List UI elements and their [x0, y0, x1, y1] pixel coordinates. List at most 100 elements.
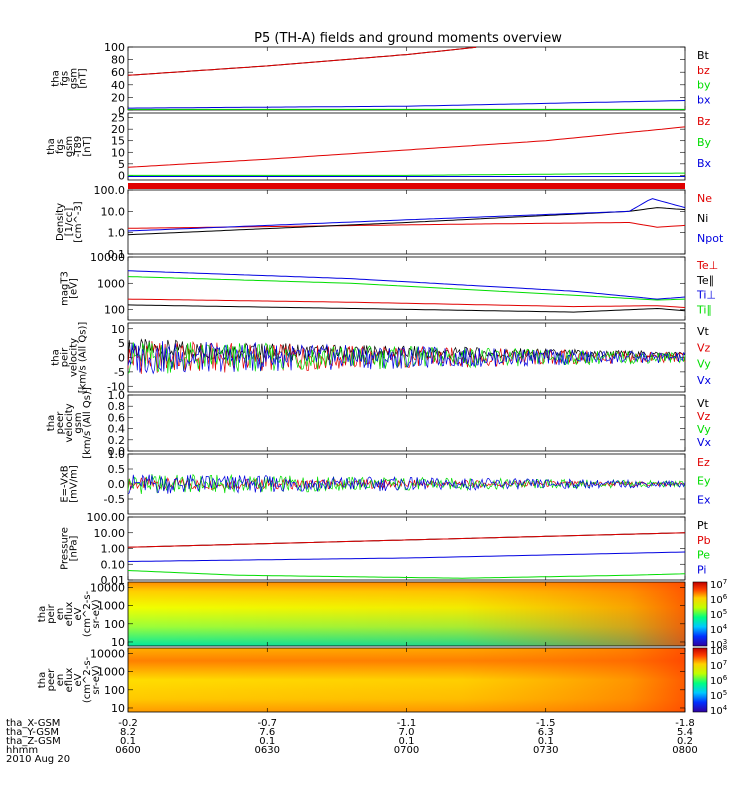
y-axis-label: Density[1/cc][cm^-3] [55, 201, 84, 242]
y-label-line: -T89 [73, 136, 84, 158]
y-tick-label: 0.1 [108, 248, 126, 261]
y-tick-label: 100 [104, 304, 125, 317]
colorbar-tick-label: 105 [710, 608, 727, 621]
footer-value-y: 7.6 [259, 727, 275, 738]
y-label-line: [nT] [78, 68, 89, 88]
y-tick-label: 10000 [90, 647, 125, 660]
y-tick-label: -10 [107, 380, 125, 393]
series-Pe [127, 570, 686, 579]
y-label-line: gsm [73, 412, 84, 433]
legend-entry: Ez [697, 456, 710, 469]
y-tick-label: -5 [114, 366, 125, 379]
figure-title: P5 (TH-A) fields and ground moments over… [254, 31, 562, 46]
y-label-line: [nPa] [69, 535, 80, 561]
y-tick-label: 1000 [97, 666, 125, 679]
footer-row-label: hhmm [6, 745, 38, 756]
y-tick-label: 0.8 [108, 400, 126, 413]
y-tick-label: 0.10 [101, 558, 126, 571]
y-label-line: peir [46, 603, 57, 623]
y-tick-label: 10 [111, 702, 125, 715]
y-tick-label: 0.6 [108, 411, 126, 424]
y-tick-label: 1.0 [108, 389, 126, 402]
heatmap-overlay [128, 648, 685, 712]
y-axis-label: Pressure[nPa] [60, 527, 80, 570]
y-tick-label: 100 [104, 684, 125, 697]
footer-value-t: 0700 [394, 745, 419, 756]
y-tick-label: 0.2 [108, 434, 126, 447]
y-label-line: (cm^2-s- [82, 590, 93, 637]
series-bx [128, 100, 686, 109]
series-Ti∥ [127, 276, 686, 301]
legend-entry: Bt [697, 49, 710, 62]
y-tick-label: 10 [111, 146, 125, 159]
legend-entry: Ni [697, 212, 708, 225]
colorbar-tick-label: 106 [710, 593, 728, 606]
series-Bz [127, 126, 686, 168]
legend-entry: Te⊥ [696, 259, 718, 272]
footer-value-z: 0.1 [538, 736, 554, 747]
y-tick-label: 100.00 [87, 511, 126, 524]
panel-efield: -0.5 0.0 0.5 1.0 E=-VxB[mV/m] Ez Ey Ex [60, 448, 711, 515]
y-axis-label: E=-VxB[mV/m] [60, 465, 80, 503]
y-label-line: [km/s (All Qs)] [82, 387, 93, 459]
legend-entry: Pt [697, 519, 709, 532]
y-tick-label: 0 [118, 104, 125, 117]
y-tick-label: 60 [111, 66, 125, 79]
panel-temperature: 100 1000 10000 magT3[eV] Te⊥ Te∥ Ti⊥Ti∥ [60, 251, 718, 321]
legend-entry: Ti⊥ [696, 289, 716, 302]
y-label-line: gsm [69, 68, 80, 89]
legend-entry: bx [697, 93, 711, 106]
legend-entry: Vt [697, 325, 710, 338]
y-label-line: [km/s (All Qs)] [78, 322, 89, 394]
y-tick-label: 0.5 [108, 463, 126, 476]
y-label-line: [1/cc] [64, 208, 75, 237]
series-By [128, 172, 685, 176]
footer-value-y: 8.2 [120, 727, 136, 738]
y-label-line: eflux [64, 602, 75, 627]
series-Te⊥ [127, 298, 686, 308]
y-label-line: sr-eV) [91, 599, 102, 628]
footer-value-x: -0.2 [118, 718, 138, 729]
y-label-line: eV [73, 673, 84, 686]
legend-entry: Vz [697, 410, 711, 423]
y-tick-label: 5 [118, 337, 125, 350]
legend-entry: Ti∥ [696, 303, 712, 316]
series-Pb [127, 532, 686, 548]
panel-frame [127, 394, 686, 452]
y-label-line: fgs [55, 139, 66, 154]
panel-peer_eflux: 10410510610710810100100010000thapeerenef… [37, 644, 728, 717]
colorbar [692, 647, 708, 713]
footer-row-label: 2010 Aug 20 [6, 754, 70, 765]
y-tick-label: 0.0 [108, 445, 126, 458]
y-label-line: peer [46, 668, 57, 692]
legend-entry: Vx [697, 436, 712, 449]
panel-pressure: 0.01 0.10 1.00 10.00 100.00 Pressure[nPa] Pt Pb… [60, 511, 711, 587]
y-tick-label: 0.4 [108, 423, 126, 436]
y-tick-label: 10000 [90, 251, 125, 264]
y-tick-label: 10 [111, 636, 125, 649]
footer-value-z: 0.1 [259, 736, 275, 747]
y-tick-label: 10 [111, 323, 125, 336]
y-tick-label: 20 [111, 91, 125, 104]
colorbar [692, 581, 708, 647]
legend-entry: Bz [697, 115, 711, 128]
series-Ni [127, 207, 686, 236]
y-tick-label: -0.5 [104, 493, 125, 506]
footer-value-z: 0.1 [399, 736, 415, 747]
y-label-line: velocity [69, 338, 80, 377]
legend-entry: Vt [697, 397, 710, 410]
panel-frame [127, 516, 686, 581]
footer-value-x: -1.8 [675, 718, 695, 729]
y-label-line: eV [73, 607, 84, 620]
y-tick-label: 0.0 [108, 478, 126, 491]
footer-value-t: 0730 [533, 745, 558, 756]
series-Vx [127, 341, 686, 375]
legend-entry: Pb [697, 534, 711, 547]
legend-entry: Te∥ [696, 274, 714, 287]
y-label-line: [eV] [69, 278, 80, 299]
heatmap-overlay [128, 582, 685, 646]
y-tick-label: 0 [118, 352, 125, 365]
